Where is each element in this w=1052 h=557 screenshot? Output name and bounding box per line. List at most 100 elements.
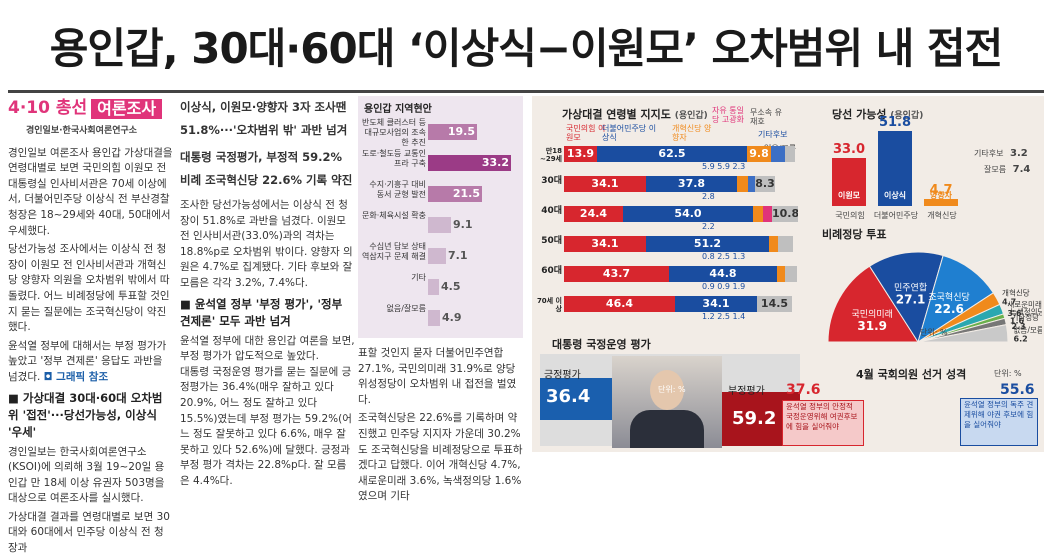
age-bar-segment-dem: 37.8: [646, 176, 737, 192]
region-value: 4.5: [441, 280, 461, 293]
region-bar: [428, 248, 446, 264]
age-bar-segment-reform: [753, 206, 763, 222]
legend-etc: 기타후보: [758, 130, 788, 139]
paragraph: 조사한 당선가능성에서는 이상식 전 청장이 51.8%로 과반을 넘겼다. 이…: [180, 199, 353, 289]
legend-ppp: 국민의힘 이원모: [566, 124, 606, 142]
win-chart-title-text: 당선 가능성: [832, 108, 887, 121]
age-bar-segment-unk: 14.5: [757, 296, 792, 312]
win-chart-title: 당선 가능성 (용인갑): [832, 106, 923, 122]
paragraph: 윤석열 정부에 대한 용인갑 여론을 보면, 부정 평가가 압도적으로 높았다.: [180, 334, 355, 363]
region-row: 도로·철도등 교통인프라 구축 33.2: [358, 149, 523, 179]
lead-line: 비례 조국혁신당 22.6% 기록 약진: [180, 173, 353, 187]
region-row: 수십년 답보 상태 역삼지구 문제 해결 7.1: [358, 242, 523, 272]
pie-slice-value: 31.9: [857, 319, 887, 333]
pie-slice: [917, 254, 995, 344]
region-issues-chart: 용인갑 지역현안 반도체 클러스터 등 대규모사업의 조속한 추진 19.5 도로·…: [358, 96, 523, 338]
pie-slice: [917, 323, 1009, 343]
election-right-value: 55.6: [1000, 382, 1035, 398]
graphic-reference-link[interactable]: ◘ 그래픽 참조: [43, 370, 109, 383]
win-unk-value: 7.4: [1012, 164, 1031, 175]
legend-dem: 더불어민주당 이상식: [602, 124, 657, 142]
age-row-label: 40대: [541, 206, 562, 216]
age-bar-segment-reform: [769, 236, 778, 252]
pie-slice-name: 새로운미래: [1007, 300, 1042, 309]
win-unk-label: 잘모름: [984, 165, 1007, 174]
age-bar-segment-ppp: 34.1: [564, 176, 646, 192]
photo-body: [630, 410, 704, 448]
age-chart-title-text: 가상대결 연령별 지지도: [562, 108, 671, 121]
election-nature-unit: 단위: %: [994, 369, 1022, 378]
age-bar-segment-ppp: 46.4: [564, 296, 675, 312]
region-value: 33.2: [481, 156, 509, 169]
region-row-label: 수지·기흥구 대비 동서 균형 발전: [369, 180, 426, 199]
region-row: 없음/잘모름 4.9: [358, 304, 523, 334]
age-bar-segment-ppp: 13.9: [564, 146, 597, 162]
pie-slice-name: 기타정당: [1011, 312, 1039, 322]
region-row-label: 문화·체육시설 확충: [362, 211, 426, 220]
age-row-label: 50대: [541, 236, 562, 246]
win-bar-name: 이상식: [883, 191, 907, 200]
win-bar-value: 33.0: [832, 142, 866, 157]
win-bar: [832, 158, 866, 206]
paragraph: 표할 것인지 묻자 더불어민주연합 27.1%, 국민의미래 31.9%로 양당…: [358, 347, 517, 406]
approval-unit: 단위: %: [658, 385, 686, 394]
region-row: 수지·기흥구 대비 동서 균형 발전 21.5: [358, 180, 523, 210]
paragraph-text: 윤석열 정부에 대해서는 부정 평가가 높았고 '정부 견제론' 응답도 과반을…: [8, 339, 167, 383]
headline: 용인갑, 30대·60대 ‘이상식−이원모’ 오차범위 내 접전: [0, 0, 1052, 90]
legend-liberal: 자유 통일당 고광화: [712, 106, 744, 124]
article-column-2: 이상식, 이원모·양향자 3자 조사땐 51.8%···'오차범위 밖' 과반 …: [180, 96, 355, 490]
region-bar: [428, 217, 451, 233]
win-etc-label: 기타후보: [974, 149, 1004, 158]
pie-slice-name: 개혁신당: [1002, 288, 1030, 298]
pie-slice-value: 1.6: [1010, 316, 1025, 325]
pie-slice-value: 22.6: [934, 302, 964, 316]
age-row-label: 70세 이상: [536, 297, 562, 313]
region-row: 기타 4.5: [358, 273, 523, 303]
election-right-box: [960, 398, 1038, 446]
article-column-3: 표할 것인지 묻자 더불어민주연합 27.1%, 국민의미래 31.9%로 양당…: [358, 346, 523, 505]
photo-head: [650, 370, 684, 410]
age-bar-segment-ppp: 43.7: [564, 266, 669, 282]
win-chart-unit: (용인갑): [890, 111, 924, 121]
region-row: 반도체 클러스터 등 대규모사업의 조속한 추진 19.5: [358, 118, 523, 148]
election-left-text: 윤석열 정부의 안정적 국정운영위해 여권후보에 힘을 실어줘야: [786, 402, 858, 431]
pie-slice-value: 6.2: [1014, 335, 1028, 344]
approval-negative-label: 부정평가: [728, 386, 765, 397]
region-value: 9.1: [453, 218, 473, 231]
subheading: ■ 가상대결 30대·60대 오차범위 '접전'···당선가능성, 이상식 '우…: [8, 390, 163, 439]
win-bar-name: 양향자: [929, 191, 953, 200]
age-bar-segment-ppp: 34.1: [564, 236, 646, 252]
age-chart-title: 가상대결 연령별 지지도 (용인갑): [562, 106, 708, 122]
region-chart-title: 용인갑 지역현안: [364, 104, 432, 115]
approval-title: 대통령 국정운영 평가: [552, 338, 651, 351]
pie-slice-name: 민주연합: [894, 282, 927, 293]
approval-positive-bar: [540, 378, 612, 420]
age-bar-segment-unk: [778, 236, 793, 252]
subheading: ■ 윤석열 정부 '부정 평가', '정부 견제론' 모두 과반 넘겨: [180, 296, 343, 328]
age-bar-segment-reform: [737, 176, 748, 192]
brand-banner: 4·10 총선 여론조사: [8, 96, 173, 122]
win-bar-party: 국민의힘: [835, 211, 865, 220]
age-bar-segment-unk: 10.8: [772, 206, 798, 222]
age-bar-segment-indep: [748, 176, 755, 192]
region-row-label: 수십년 답보 상태 역삼지구 문제 해결: [362, 242, 426, 261]
survey-graphic: 가상대결 연령별 지지도 (용인갑) 국민의힘 이원모 더불어민주당 이상식 개…: [532, 96, 1044, 452]
paragraph: 경인일보는 한국사회여론연구소(KSOI)에 의뢰해 3월 19~20일 용인갑…: [8, 445, 165, 505]
pie-slice: [868, 251, 944, 344]
pie-slice-name: 없음/모름: [1014, 326, 1042, 335]
approval-positive-value: 36.4: [546, 386, 591, 407]
election-left-value: 37.6: [786, 382, 821, 398]
pie-unit: 단위: %: [920, 328, 948, 337]
win-unk: 잘모름 7.4: [984, 164, 1044, 175]
age-chart-unit: (용인갑): [674, 111, 708, 121]
approval-positive-label: 긍정평가: [544, 370, 581, 381]
lead-block: 이상식, 이원모·양향자 3자 조사땐 51.8%···'오차범위 밖' 과반 …: [180, 96, 355, 192]
paragraph: 조국혁신당은 22.6%를 기록하며 약진했고 민주당 지지자 가운데 30.2…: [358, 412, 523, 503]
age-small-values: 0.9 0.9 1.9: [702, 282, 746, 291]
pie-slice-name: 녹색정의당: [1010, 306, 1042, 316]
age-row-label: 30대: [541, 176, 562, 186]
region-value: 19.5: [447, 125, 475, 138]
win-bar: [924, 199, 958, 206]
region-row: 문화·체육시설 확충 9.1: [358, 211, 523, 241]
